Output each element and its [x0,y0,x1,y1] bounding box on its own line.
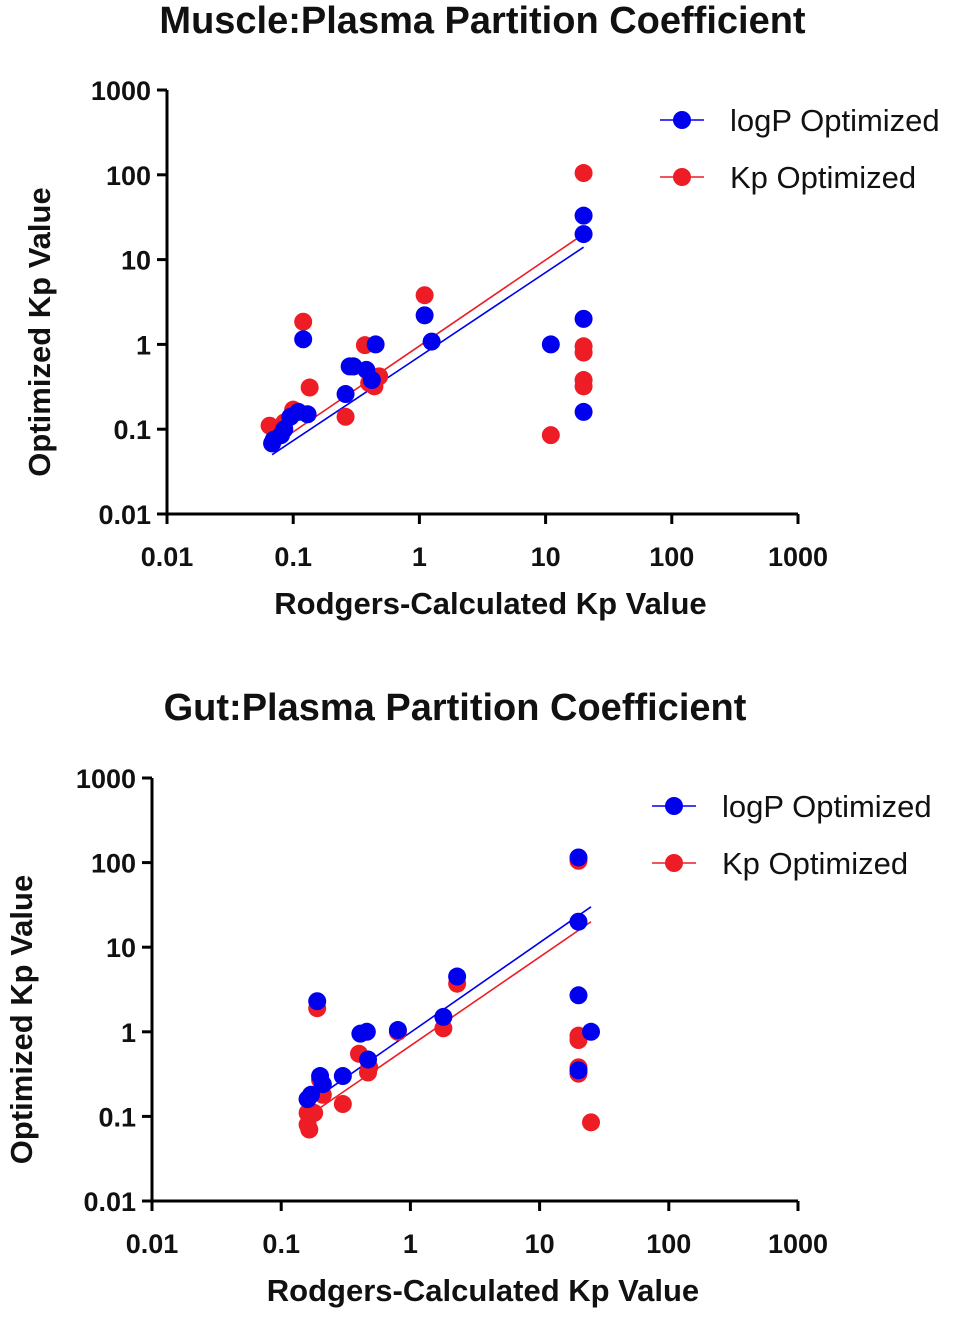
data-point-logp [298,405,317,424]
data-point-logp [574,309,593,328]
data-point-kp [333,1095,352,1114]
legend-label: Kp Optimized [722,846,908,881]
y-tick-label: 0.01 [98,500,151,530]
y-tick-label: 10 [121,246,151,276]
data-point-logp [448,967,467,986]
data-point-logp [357,1022,376,1041]
data-point-logp [434,1007,453,1026]
data-point-logp [388,1021,407,1040]
y-axis-label: Optimized Kp Value [22,187,57,476]
y-tick-label: 0.1 [113,415,151,445]
data-point-logp [569,912,588,931]
y-tick-label: 10 [106,933,136,963]
chart-title: Gut:Plasma Partition Coefficient [164,687,747,729]
data-point-logp [569,1061,588,1080]
data-point-logp [308,992,327,1011]
y-tick-label: 0.01 [83,1187,136,1217]
data-point-kp [582,1113,601,1132]
data-point-logp [415,306,434,325]
x-tick-label: 10 [531,542,561,572]
y-tick-label: 1000 [91,76,151,106]
data-point-kp [574,343,593,362]
legend-label: logP Optimized [730,103,940,138]
x-tick-label: 0.1 [262,1229,300,1259]
legend-marker [673,111,691,129]
legend-label: logP Optimized [722,789,932,824]
data-point-logp [582,1022,601,1041]
y-tick-label: 1 [136,330,151,360]
data-point-logp [574,225,593,244]
data-point-logp [422,332,441,351]
data-point-logp [569,848,588,867]
x-tick-label: 1 [403,1229,418,1259]
data-point-kp [300,378,319,397]
data-point-kp [294,312,313,331]
data-point-kp [300,1120,319,1139]
y-tick-label: 1 [121,1018,136,1048]
data-point-kp [541,426,560,445]
legend-marker [665,854,683,872]
data-point-logp [333,1067,352,1086]
data-point-kp [415,286,434,305]
chart-title: Muscle:Plasma Partition Coefficient [159,0,805,42]
y-tick-label: 1000 [76,764,136,794]
y-tick-label: 0.1 [98,1102,136,1132]
data-point-kp [574,164,593,183]
data-point-logp [574,206,593,225]
x-tick-label: 10 [525,1229,555,1259]
fit-line-logp [307,906,592,1105]
x-axis-label: Rodgers-Calculated Kp Value [274,586,706,621]
data-point-logp [574,402,593,421]
data-point-logp [336,385,355,404]
chart-1: Muscle:Plasma Partition Coefficient 0.01 0… [22,0,940,621]
legend-label: Kp Optimized [730,160,916,195]
x-tick-label: 0.1 [274,542,312,572]
x-tick-label: 100 [646,1229,691,1259]
x-tick-label: 100 [649,542,694,572]
x-tick-label: 1 [412,542,427,572]
data-point-logp [569,986,588,1005]
x-tick-label: 0.01 [126,1229,179,1259]
y-axis-label: Optimized Kp Value [4,875,39,1164]
data-point-logp [362,371,381,390]
y-tick-label: 100 [91,849,136,879]
data-point-kp [574,377,593,396]
data-point-logp [541,335,560,354]
x-tick-label: 0.01 [141,542,194,572]
data-point-kp [336,407,355,426]
data-point-kp [305,1103,324,1122]
legend-marker [665,797,683,815]
data-point-logp [359,1050,378,1069]
data-point-logp [366,335,385,354]
legend-marker [673,168,691,186]
x-tick-label: 1000 [768,542,828,572]
data-point-logp [294,330,313,349]
x-tick-label: 1000 [768,1229,828,1259]
x-axis-label: Rodgers-Calculated Kp Value [267,1273,699,1308]
y-tick-label: 100 [106,161,151,191]
fit-line-logp [271,246,585,456]
data-point-logp [301,1085,320,1104]
data-point-logp [313,1075,332,1094]
chart-2: Gut:Plasma Partition Coefficient 0.01 0.1 1… [4,687,932,1308]
